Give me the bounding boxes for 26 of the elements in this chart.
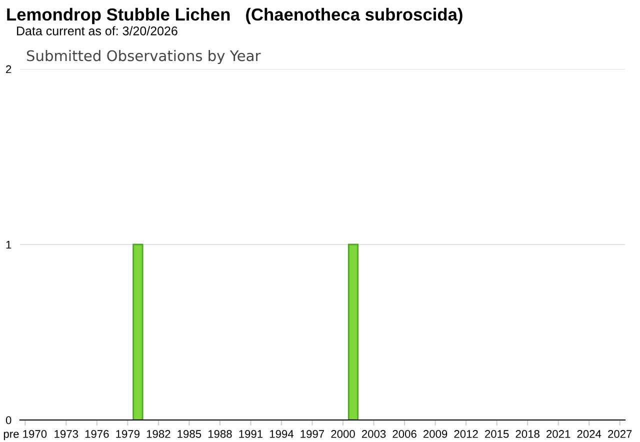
x-tick-label: 1976 <box>85 430 109 438</box>
x-tick-label: 1973 <box>54 430 78 438</box>
x-tick-label: 1997 <box>300 430 324 438</box>
y-tick-label: 0 <box>6 416 12 424</box>
x-tick-label: 1994 <box>270 430 294 438</box>
text: Submitted Observations by Year <box>26 50 261 64</box>
y-tick-label: 2 <box>6 65 12 74</box>
x-tick-label: 1985 <box>178 430 202 438</box>
x-tick-label: 2027 <box>608 430 632 438</box>
chart-title: Lemondrop Stubble Lichen (Chaenotheca subroscida) <box>7 8 462 24</box>
x-tick-label: 2018 <box>516 430 540 438</box>
x-tick-label: 2006 <box>392 430 416 438</box>
x-tick-label: 2015 <box>485 430 509 438</box>
x-tick-label: 1988 <box>208 430 232 438</box>
x-tick-label: 2000 <box>331 430 355 438</box>
chart-subtitle: Data current as of: 3/20/2026 <box>17 26 178 36</box>
x-tick-label: 1991 <box>239 430 263 438</box>
x-tick-label: 2024 <box>577 430 602 438</box>
x-tick-label: 1982 <box>146 430 170 438</box>
x-tick-label: 2003 <box>362 430 386 438</box>
x-tick-label: 2021 <box>546 430 570 438</box>
y-tick-label: 1 <box>6 240 12 249</box>
x-tick-label: 2009 <box>424 430 448 438</box>
x-tick-label: 1979 <box>116 430 140 438</box>
x-tick-label: 2012 <box>454 430 478 438</box>
x-tick-label: pre 1970 <box>4 430 47 440</box>
